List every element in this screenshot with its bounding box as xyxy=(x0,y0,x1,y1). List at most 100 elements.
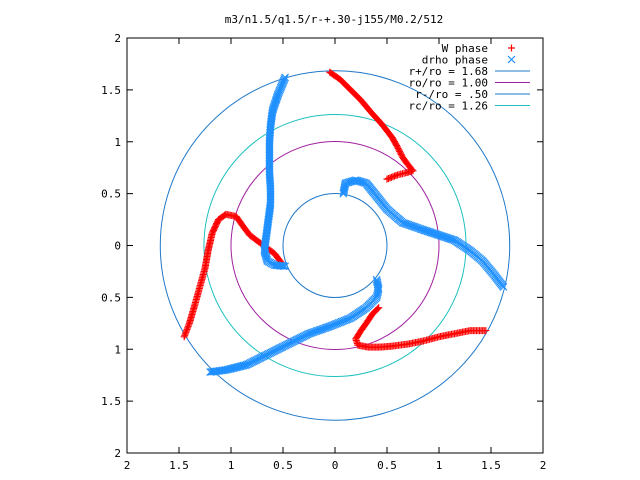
drho-phase-point xyxy=(442,233,451,242)
axis-ticks: 2 1.5 1 0.5 0 0.5 1 1.5 221.510.500.511.52 xyxy=(101,32,546,472)
y-tick-label: 1.5 xyxy=(101,395,121,408)
x-tick-label: 0 xyxy=(332,459,339,472)
x-tick-label: 2 xyxy=(124,459,131,472)
drho-phase-point xyxy=(423,227,432,236)
drho-phase-point xyxy=(229,364,238,373)
y-tick-label: 2 xyxy=(114,447,121,460)
w-phase-point xyxy=(396,149,404,157)
circle-r+/ro = 1.68 xyxy=(159,70,511,421)
drho-phase-point xyxy=(272,95,281,104)
y-tick-label: 0 xyxy=(114,240,121,253)
drho-phase-point xyxy=(447,235,456,244)
drho-phase-point xyxy=(230,363,239,372)
series-arm xyxy=(352,304,490,351)
drho-phase-point xyxy=(270,102,278,111)
drho-phase-point xyxy=(440,233,449,241)
drho-phase-point xyxy=(227,364,236,373)
x-tick-label: 0.5 xyxy=(377,459,397,472)
drho-phase-point xyxy=(271,99,279,108)
drho-phase-point xyxy=(420,226,429,235)
w-phase-point xyxy=(374,305,382,313)
drho-phase-point xyxy=(437,232,446,240)
drho-phase-point xyxy=(209,367,218,376)
legend-label: rc/ro = 1.26 xyxy=(409,100,488,113)
drho-phase-point xyxy=(419,226,428,234)
y-tick-label: 2 xyxy=(114,32,121,45)
drho-phase-point xyxy=(373,277,381,286)
series-arm xyxy=(180,210,285,341)
series-arm xyxy=(260,73,290,271)
drho-phase-point xyxy=(238,361,247,370)
drho-phase-point xyxy=(207,367,216,376)
drho-phase-point xyxy=(439,232,448,241)
series-arm xyxy=(339,176,508,291)
drho-phase-point xyxy=(499,283,508,291)
legend-label: drho phase xyxy=(422,54,488,67)
legend-label: r-/ro = .50 xyxy=(415,88,488,101)
reference-circles xyxy=(159,70,511,421)
drho-phase-point xyxy=(429,229,438,238)
phase-points xyxy=(180,68,508,376)
x-tick-label: 1 xyxy=(228,459,235,472)
drho-phase-point xyxy=(271,98,280,107)
drho-phase-point xyxy=(422,226,431,235)
drho-phase-point xyxy=(373,278,382,287)
drho-phase-point xyxy=(430,229,439,238)
drho-phase-point xyxy=(268,106,277,115)
drho-phase-point xyxy=(269,103,278,112)
y-tick-label: 1.5 xyxy=(101,84,121,97)
w-phase-point xyxy=(393,143,401,151)
drho-phase-point xyxy=(280,74,289,83)
drho-phase-point xyxy=(433,230,442,239)
legend-label: r+/ro = 1.68 xyxy=(409,65,488,78)
w-phase-point xyxy=(375,304,383,312)
w-phase-point xyxy=(396,147,404,155)
drho-phase-point xyxy=(206,368,215,376)
chart-title: m3/n1.5/q1.5/r-+.30-j155/M0.2/512 xyxy=(225,13,444,26)
legend-label: W phase xyxy=(442,42,488,55)
drho-phase-point xyxy=(232,363,241,372)
w-phase-point xyxy=(383,175,391,183)
drho-phase-point xyxy=(435,231,443,240)
legend-key-x xyxy=(507,55,516,64)
drho-phase-point xyxy=(233,363,242,371)
drho-phase-point xyxy=(242,360,251,369)
drho-phase-point xyxy=(372,275,381,284)
drho-phase-point xyxy=(239,361,248,370)
drho-phase-point xyxy=(272,93,281,102)
circle-r-/ro = .50 xyxy=(282,193,388,298)
drho-phase-point xyxy=(271,96,280,105)
y-tick-label: 1 xyxy=(114,343,121,356)
y-tick-label: 1 xyxy=(114,136,121,149)
y-tick-label: 0.5 xyxy=(101,291,121,304)
w-phase-point xyxy=(397,150,405,158)
drho-phase-point xyxy=(425,227,433,236)
drho-phase-point xyxy=(226,364,235,373)
drho-phase-point xyxy=(273,261,282,270)
x-tick-label: 1.5 xyxy=(481,459,501,472)
legend-label: ro/ro = 1.00 xyxy=(409,77,488,90)
drho-phase-point xyxy=(236,362,245,371)
drho-phase-point xyxy=(443,234,452,242)
drho-phase-point xyxy=(426,228,435,237)
drho-phase-point xyxy=(269,105,277,114)
drho-phase-point xyxy=(445,234,453,243)
drho-phase-point xyxy=(270,101,279,109)
drho-phase-point xyxy=(241,361,250,370)
drho-phase-point xyxy=(427,228,436,237)
x-tick-label: 0.5 xyxy=(273,459,293,472)
x-tick-label: 1 xyxy=(436,459,443,472)
x-tick-label: 1.5 xyxy=(169,459,189,472)
circle-ro/ro = 1.00 xyxy=(230,141,440,350)
x-tick-label: 2 xyxy=(540,459,547,472)
series-arm xyxy=(206,275,383,376)
drho-phase-point xyxy=(235,362,244,371)
drho-phase-point xyxy=(436,231,445,240)
w-phase-point xyxy=(395,146,403,154)
legend-key-plus xyxy=(508,44,515,52)
drho-phase-point xyxy=(281,73,290,82)
series-arm xyxy=(326,68,417,183)
drho-phase-point xyxy=(446,234,455,243)
drho-phase-point xyxy=(268,108,277,117)
